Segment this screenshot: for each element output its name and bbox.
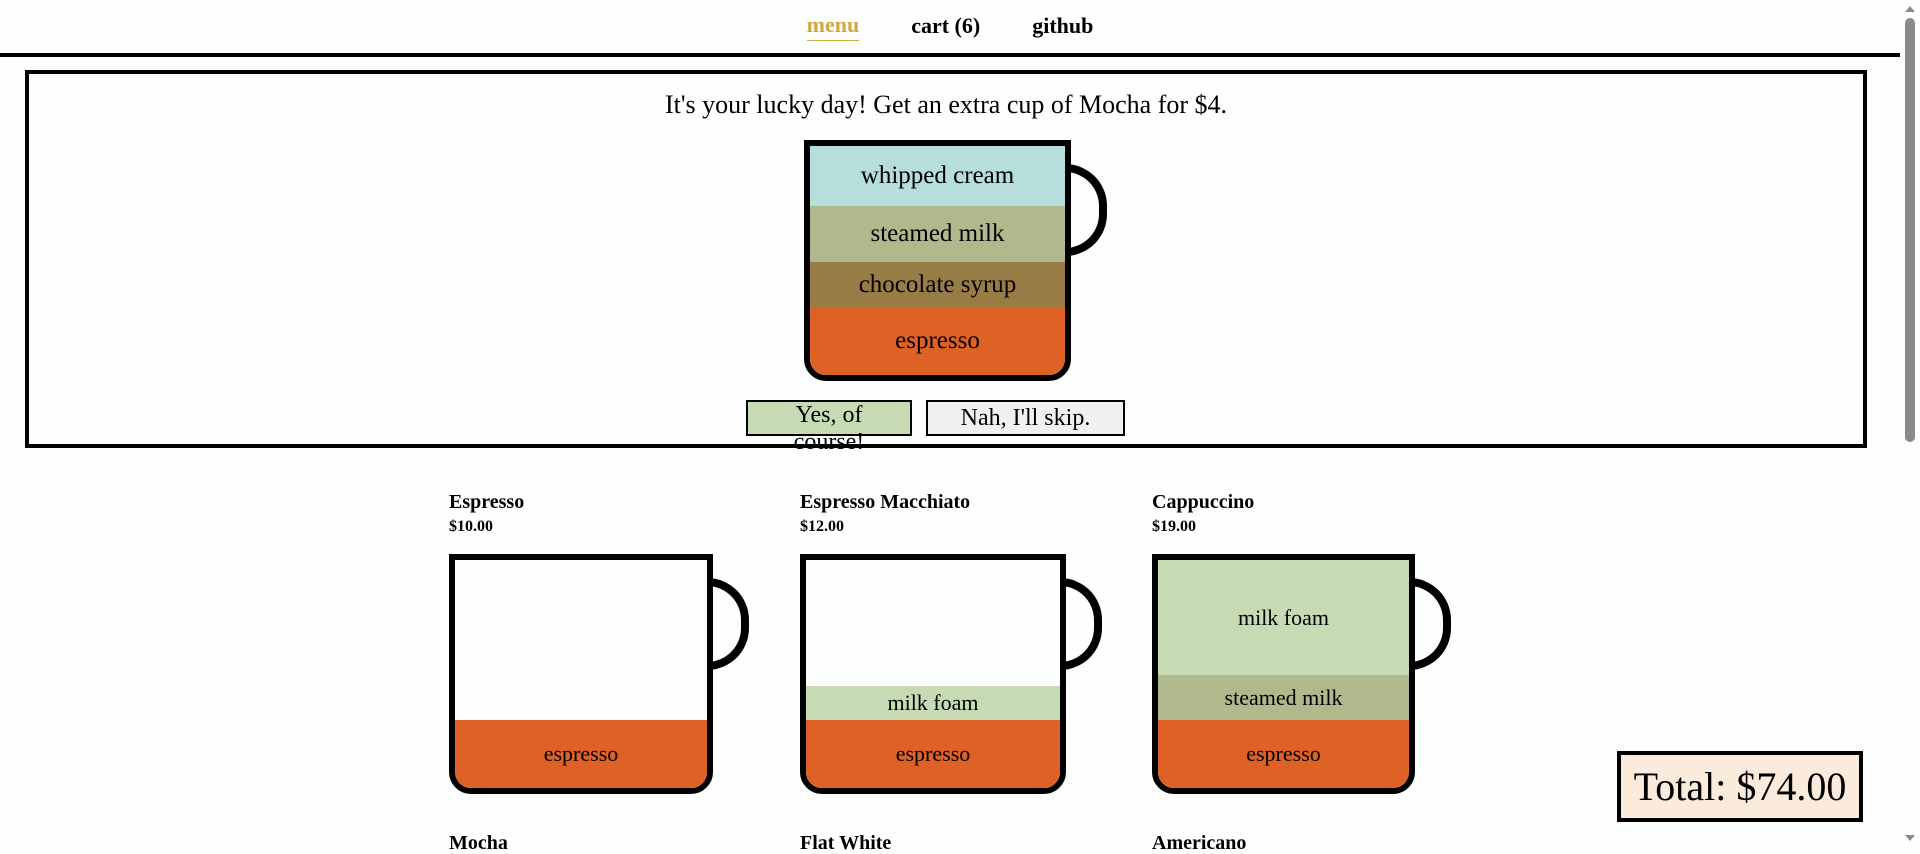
scrollbar[interactable] <box>1900 0 1920 847</box>
layer-espresso: espresso <box>806 720 1060 788</box>
promo-message: It's your lucky day! Get an extra cup of… <box>664 90 1228 119</box>
scroll-up-arrow-icon[interactable] <box>1905 6 1915 12</box>
cup-handle <box>707 578 749 670</box>
item-name: Americano <box>1152 832 1247 854</box>
item-name: Flat White <box>800 832 892 854</box>
layer-steamed-milk: steamed milk <box>810 206 1065 262</box>
item-name: Espresso Macchiato <box>800 491 971 513</box>
item-name: Cappuccino <box>1152 491 1255 513</box>
item-price: $10.00 <box>449 518 493 535</box>
menu-item-mocha[interactable]: Mocha <box>449 832 508 854</box>
accept-offer-button[interactable]: Yes, of course! <box>746 400 912 455</box>
nav-cart-link[interactable]: cart (6) <box>911 12 981 38</box>
nav-menu-link[interactable]: menu <box>806 12 860 41</box>
layer-steamed-milk: steamed milk <box>1158 675 1409 720</box>
layer-chocolate-syrup: chocolate syrup <box>810 262 1065 307</box>
cart-total: Total: $74.00 <box>1617 751 1863 822</box>
cup-handle <box>1060 578 1102 670</box>
lucky-day-promo: It's your lucky day! Get an extra cup of… <box>25 70 1867 455</box>
cup-body: milk foam espresso <box>800 554 1066 794</box>
cup-body: milk foam steamed milk espresso <box>1152 554 1415 794</box>
menu-item-espresso[interactable]: Espresso $10.00 <box>449 491 524 536</box>
menu-item-cappuccino[interactable]: Cappuccino $19.00 <box>1152 491 1254 536</box>
item-price: $12.00 <box>800 518 844 535</box>
menu-item-flat-white[interactable]: Flat White <box>800 832 891 854</box>
scroll-down-arrow-icon[interactable] <box>1905 835 1915 841</box>
nav-github-link[interactable]: github <box>1032 12 1094 38</box>
promo-buttons: Yes, of course! Nah, I'll skip. <box>746 400 1125 455</box>
layer-milk-foam: milk foam <box>806 686 1060 720</box>
top-nav: menu cart (6) github <box>0 0 1900 57</box>
skip-offer-button[interactable]: Nah, I'll skip. <box>926 400 1125 436</box>
menu-item-espresso-macchiato[interactable]: Espresso Macchiato $12.00 <box>800 491 970 536</box>
layer-espresso: espresso <box>455 720 707 788</box>
scroll-thumb[interactable] <box>1905 18 1915 442</box>
cup-handle <box>1409 578 1451 670</box>
cup-handle <box>1065 164 1107 256</box>
cup-body: whipped cream steamed milk chocolate syr… <box>804 140 1071 381</box>
layer-espresso: espresso <box>810 307 1065 375</box>
cup-body: espresso <box>449 554 713 794</box>
item-price: $19.00 <box>1152 518 1196 535</box>
item-name: Espresso <box>449 491 525 513</box>
layer-milk-foam: milk foam <box>1158 560 1409 675</box>
item-name: Mocha <box>449 832 508 854</box>
layer-espresso: espresso <box>1158 720 1409 788</box>
layer-whipped-cream: whipped cream <box>810 146 1065 206</box>
menu-item-americano[interactable]: Americano <box>1152 832 1246 854</box>
